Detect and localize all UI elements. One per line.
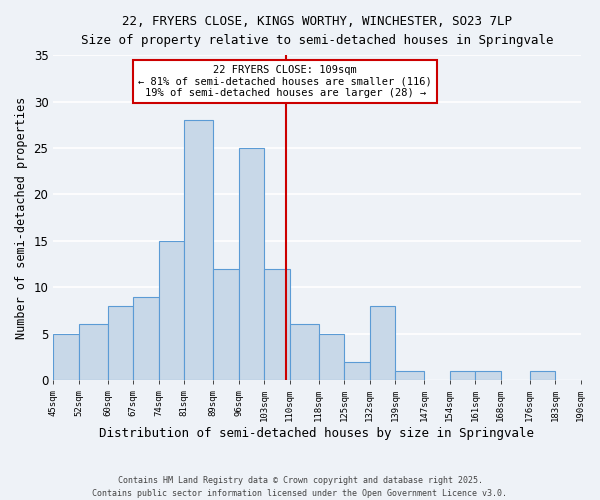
Bar bbox=[184, 120, 213, 380]
Bar bbox=[290, 324, 319, 380]
Bar bbox=[159, 241, 184, 380]
Bar bbox=[475, 371, 500, 380]
Text: 22 FRYERS CLOSE: 109sqm
← 81% of semi-detached houses are smaller (116)
19% of s: 22 FRYERS CLOSE: 109sqm ← 81% of semi-de… bbox=[139, 65, 432, 98]
Bar bbox=[344, 362, 370, 380]
Bar bbox=[449, 371, 475, 380]
Bar bbox=[108, 306, 133, 380]
Bar bbox=[79, 324, 108, 380]
Y-axis label: Number of semi-detached properties: Number of semi-detached properties bbox=[15, 96, 28, 339]
Bar bbox=[395, 371, 424, 380]
X-axis label: Distribution of semi-detached houses by size in Springvale: Distribution of semi-detached houses by … bbox=[100, 427, 535, 440]
Bar bbox=[53, 334, 79, 380]
Bar bbox=[319, 334, 344, 380]
Bar bbox=[239, 148, 264, 380]
Bar bbox=[370, 306, 395, 380]
Bar bbox=[530, 371, 555, 380]
Text: Contains HM Land Registry data © Crown copyright and database right 2025.
Contai: Contains HM Land Registry data © Crown c… bbox=[92, 476, 508, 498]
Bar bbox=[264, 268, 290, 380]
Bar bbox=[133, 296, 159, 380]
Bar bbox=[213, 268, 239, 380]
Title: 22, FRYERS CLOSE, KINGS WORTHY, WINCHESTER, SO23 7LP
Size of property relative t: 22, FRYERS CLOSE, KINGS WORTHY, WINCHEST… bbox=[80, 15, 553, 47]
